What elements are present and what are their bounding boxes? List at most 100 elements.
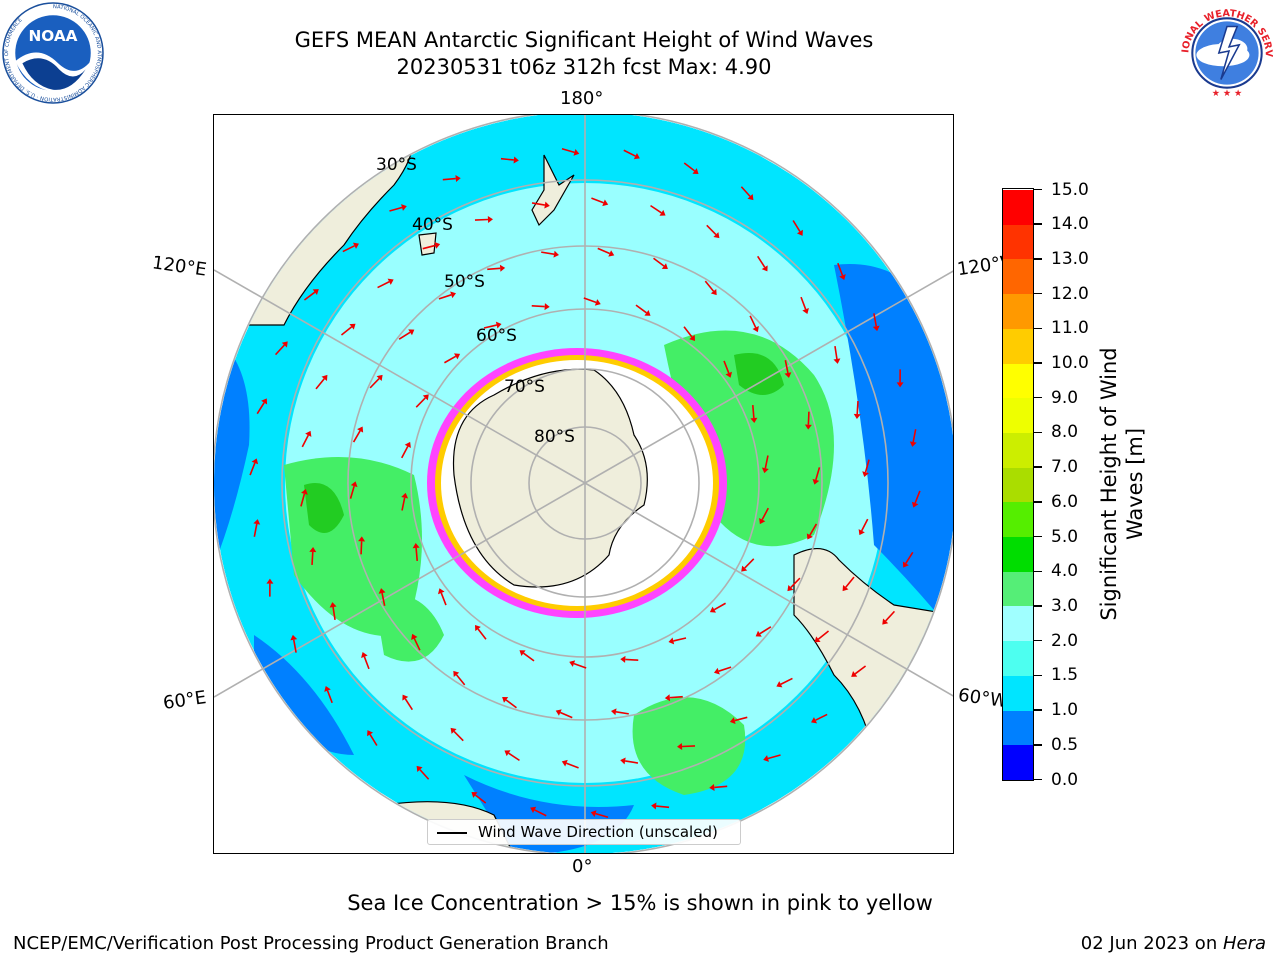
svg-text:★ ★ ★: ★ ★ ★ — [1212, 88, 1243, 99]
map-plot-area: 30°S 40°S 50°S 60°S 70°S 80°S — [213, 114, 954, 854]
wind-wave-arrow — [561, 148, 575, 154]
wind-wave-arrow — [559, 711, 573, 719]
wind-wave-arrow-head — [411, 633, 418, 640]
colorbar-tick — [1034, 258, 1042, 260]
wind-wave-arrow-head — [321, 374, 328, 382]
colorbar-segment — [1003, 432, 1033, 468]
wind-wave-arrow-head — [453, 670, 460, 677]
colorbar-tick-label: 6.0 — [1051, 491, 1079, 512]
wind-wave-arrow — [595, 812, 609, 818]
wind-wave-arrow — [790, 577, 801, 589]
colorbar-tick-label: 2.0 — [1051, 630, 1079, 651]
wind-wave-arrow-head — [309, 546, 317, 553]
wind-wave-arrow-head — [729, 717, 736, 724]
wind-wave-arrow — [474, 218, 489, 221]
wind-wave-arrow — [301, 434, 309, 448]
wind-wave-arrow-head — [253, 519, 261, 525]
antarctica-land — [452, 368, 648, 588]
wind-wave-arrow — [764, 455, 769, 469]
wind-wave-arrow — [249, 462, 256, 476]
lon-label-0: 0° — [572, 856, 593, 877]
wind-wave-arrow — [415, 397, 426, 408]
wind-wave-arrow-head — [329, 602, 337, 608]
wind-wave-arrow — [415, 547, 419, 561]
wind-wave-arrow-head — [412, 542, 420, 549]
lat-label-70s: 70°S — [504, 377, 545, 397]
wind-wave-arrow — [706, 224, 717, 236]
wind-wave-arrow-head — [301, 489, 308, 495]
wind-wave-arrow — [817, 630, 830, 640]
colorbar-tick-label: 7.0 — [1051, 457, 1079, 478]
wave-green-region-southwest — [374, 593, 444, 662]
wave-peak-region — [304, 483, 344, 533]
wind-wave-arrow-head — [710, 289, 717, 296]
wind-wave-arrows — [249, 148, 921, 818]
lat-label-30s: 30°S — [376, 155, 417, 175]
wind-wave-arrow-head — [499, 264, 506, 272]
wind-wave-arrow — [784, 360, 789, 374]
wind-wave-arrow — [292, 639, 297, 653]
colorbar-tick — [1034, 223, 1042, 225]
wind-wave-arrow-head — [530, 806, 537, 814]
wind-wave-arrow-head — [504, 750, 511, 757]
tasmania-land — [418, 232, 437, 256]
colorbar-tick-label: 0.5 — [1051, 734, 1079, 755]
wind-wave-arrow — [566, 762, 579, 769]
wind-wave-arrow — [807, 411, 810, 425]
lon-label-60e: 60°E — [161, 687, 208, 714]
wind-wave-arrow-head — [713, 667, 720, 675]
colorbar-tick — [1034, 327, 1042, 330]
wind-wave-arrow — [505, 699, 517, 709]
wind-wave-arrow-head — [401, 492, 409, 499]
colorbar-segment — [1003, 710, 1033, 746]
wind-wave-arrow — [653, 257, 665, 267]
wind-wave-arrow — [531, 305, 545, 308]
wind-wave-arrow-head — [747, 194, 754, 201]
wind-wave-arrow-head — [796, 229, 803, 236]
wind-wave-arrow — [534, 809, 547, 817]
wind-wave-arrow — [455, 674, 466, 686]
wind-wave-arrow — [541, 251, 555, 256]
wind-wave-arrow — [683, 326, 693, 338]
wind-wave-arrow — [442, 177, 456, 181]
footer-date-text: 02 Jun 2023 on — [1080, 933, 1223, 954]
colorbar-segment — [1003, 605, 1033, 642]
lat-label-80s: 80°S — [534, 427, 575, 447]
lon-label-120e: 120°E — [150, 252, 208, 281]
wind-wave-arrow-head — [882, 618, 889, 625]
wind-wave-arrow — [757, 255, 766, 268]
wind-wave-arrow — [905, 551, 914, 564]
wind-wave-arrow-head — [324, 685, 331, 692]
colorbar-segment — [1003, 501, 1033, 538]
wind-wave-arrow — [377, 281, 390, 289]
wind-wave-arrow — [759, 626, 772, 635]
wind-wave-arrow-head — [620, 757, 626, 765]
colorbar-tick — [1034, 709, 1042, 711]
wind-wave-arrow-head — [402, 694, 409, 701]
wind-wave-arrow-head — [853, 413, 861, 420]
wind-wave-arrow-head — [787, 585, 794, 592]
colorbar-tick — [1034, 396, 1042, 399]
wind-wave-arrow — [360, 541, 363, 555]
wind-wave-arrow-head — [367, 730, 374, 737]
colorbar-tick — [1034, 535, 1042, 538]
colorbar-tick-label: 9.0 — [1051, 387, 1079, 408]
wind-wave-arrow — [340, 326, 353, 336]
colorbar-segment — [1003, 397, 1033, 433]
wind-wave-arrow-head — [502, 696, 509, 703]
wind-wave-arrow-head — [266, 578, 274, 584]
wind-wave-arrow-head — [784, 372, 792, 378]
wind-wave-arrow — [681, 745, 696, 748]
wind-wave-arrow-head — [454, 353, 461, 360]
wind-wave-arrow-head — [633, 152, 640, 160]
wind-wave-arrow — [326, 690, 333, 704]
wind-wave-arrow-head — [416, 765, 423, 772]
wind-wave-arrow — [487, 267, 501, 271]
wind-wave-arrow — [734, 716, 748, 722]
wind-wave-arrow-head — [689, 334, 696, 341]
wind-wave-arrow-head — [434, 242, 441, 249]
wind-wave-arrow-head — [611, 708, 617, 716]
wind-wave-arrow — [398, 331, 411, 340]
colorbar — [1002, 188, 1034, 781]
wind-wave-arrow — [723, 360, 730, 374]
